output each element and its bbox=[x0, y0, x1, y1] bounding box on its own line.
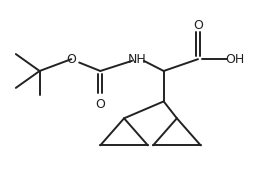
Text: NH: NH bbox=[128, 53, 147, 66]
Text: O: O bbox=[95, 98, 105, 111]
Text: OH: OH bbox=[225, 53, 244, 66]
Text: O: O bbox=[193, 19, 203, 32]
Text: O: O bbox=[66, 53, 76, 66]
